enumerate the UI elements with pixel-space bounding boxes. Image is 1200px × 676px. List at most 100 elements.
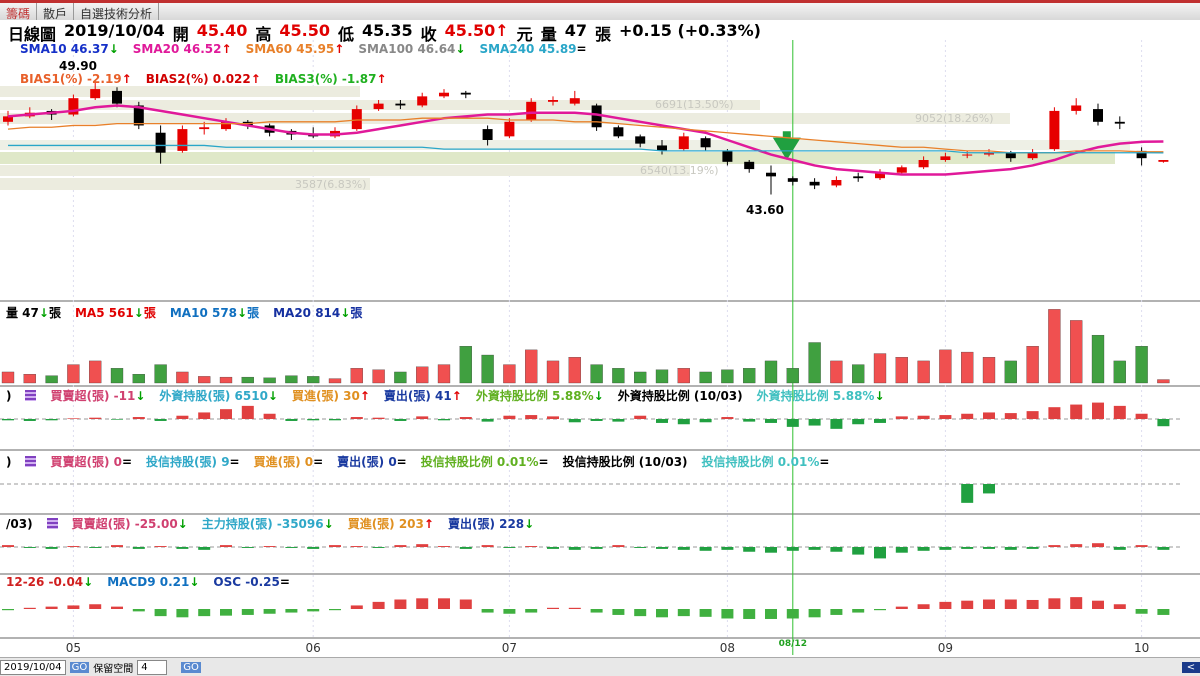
bar [787,419,799,427]
volume-bar [503,365,515,383]
bar [351,546,363,547]
reserve-input[interactable]: 4 [137,660,167,675]
bar [264,414,276,419]
candle-body [897,167,907,172]
bar [394,545,406,547]
candle-body [1006,153,1016,158]
bar [852,547,864,555]
legend-icon [25,456,36,467]
legend-prefix: ) [6,389,11,403]
legend-item: SMA20 46.52↑ [133,42,232,56]
bar [743,609,755,619]
legend-text: 賣出(張) 0 [337,455,397,469]
bar [547,608,559,609]
bar [961,601,973,609]
volume-bar [198,376,210,383]
x-tick-label: 07 [502,641,517,655]
bar [721,609,733,619]
volume-bar [852,365,864,383]
legend-item: BIAS3(%) -1.87↑ [275,72,387,86]
bar [307,419,319,420]
legend-text: BIAS3(%) -1.87 [275,72,377,86]
high-annotation: 49.90 [59,59,97,73]
bar [1048,598,1060,609]
volume-bar [634,372,646,383]
tab[interactable]: 散戶 [37,3,74,20]
bar [394,419,406,421]
legend-item: 外資持股比例 5.88%↓ [757,387,885,404]
bar [656,419,668,423]
candle-body [1093,109,1103,122]
legend-arrow: ↓ [874,389,884,403]
legend-row: BIAS1(%) -2.19↑BIAS2(%) 0.022↑BIAS3(%) -… [20,72,387,86]
legend-text: 外資持股比例 (10/03) [618,389,743,403]
candle-body [352,109,362,129]
candle-body [766,173,776,177]
bar [547,547,559,549]
scroll-button[interactable]: < [1182,662,1200,673]
bar [1005,413,1017,419]
legend-item: 外資持股比例 (10/03) [618,387,743,404]
date-select[interactable]: 2019/10/04 [0,660,66,675]
legend-text: MA20 814 [273,306,340,320]
candle-body [90,89,100,98]
bar [787,609,799,619]
bar [351,605,363,609]
bar [569,547,581,550]
bar [874,609,886,610]
candle-body [177,129,187,151]
bar [220,545,232,547]
bar [961,484,973,503]
bar [678,609,690,616]
legend-row: 12-26 -0.04↓MACD9 0.21↓OSC -0.25= [6,575,290,589]
bar [743,547,755,552]
legend-arrow: ↓ [268,389,278,403]
legend-item: MA5 561↓張 [75,304,156,321]
legend-arrow: ↓ [178,517,188,531]
legend-arrow: = [280,575,290,589]
bar [852,419,864,424]
bar [220,409,232,419]
volume-bar [416,367,428,383]
volume-bar [874,354,886,383]
candle-body [1071,105,1081,110]
go-button[interactable]: GO [70,662,90,673]
bar [1092,601,1104,609]
legend-arrow: ↑ [122,72,132,86]
bar [133,547,145,549]
bar [1070,597,1082,609]
candle-body [570,98,580,103]
bar [1136,545,1148,547]
volume-bar [89,361,101,383]
legend-item: 投信持股比例 0.01%= [702,453,830,470]
bar [1070,544,1082,547]
tab[interactable]: 自選技術分析 [74,3,159,20]
tab[interactable]: 籌碼 [0,3,37,20]
legend-text: SMA240 45.89 [479,42,576,56]
bar [1114,547,1126,550]
bar [591,419,603,421]
bar [1027,600,1039,609]
go-button[interactable]: GO [181,662,201,673]
legend-arrow: = [577,42,587,56]
legend-text: SMA60 45.95 [246,42,335,56]
bar [1027,411,1039,419]
bar [373,547,385,548]
candle-body [461,93,471,95]
candle-body [679,136,689,149]
bar [547,416,559,419]
bar [242,609,254,615]
bar [46,419,58,420]
x-tick-label: 06 [306,641,321,655]
bar [678,547,690,550]
volume-bar [394,372,406,383]
legend-text: 投信持股比例 (10/03) [563,455,688,469]
bar [242,547,254,548]
legend-arrow: ↑ [376,72,386,86]
legend-arrow: ↓ [594,389,604,403]
bar [656,609,668,617]
candle-body [504,122,514,137]
header-item: 張 [595,21,611,45]
bar [503,416,515,419]
